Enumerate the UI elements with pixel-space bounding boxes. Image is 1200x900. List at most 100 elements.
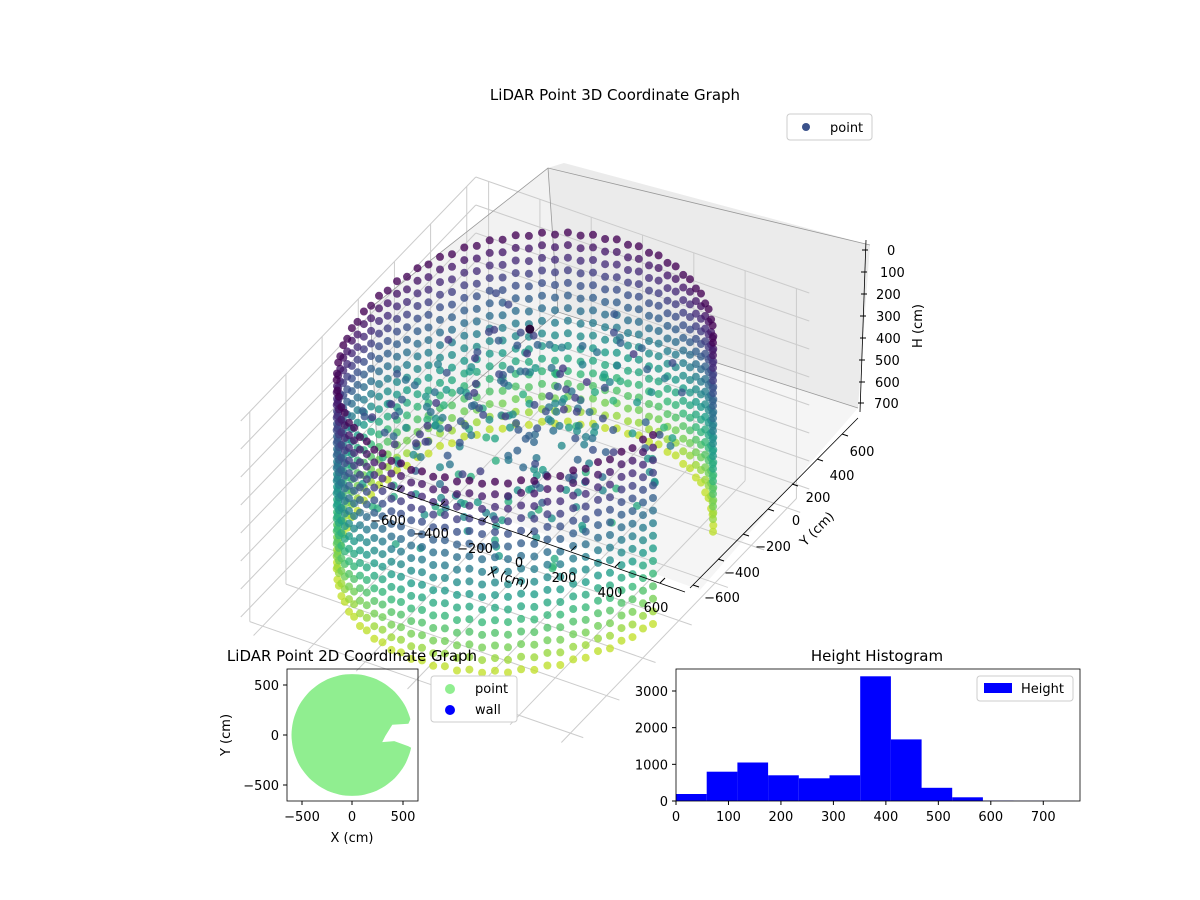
- point-marker: [655, 430, 664, 439]
- y-ticks-2d: 500 0 −500: [243, 679, 287, 794]
- point-marker: [345, 595, 353, 604]
- point-marker: [413, 264, 422, 273]
- point-marker: [403, 298, 411, 306]
- point-marker: [530, 489, 539, 498]
- point-marker: [387, 633, 396, 642]
- point-marker: [491, 515, 499, 524]
- point-marker: [606, 518, 614, 527]
- point-marker: [556, 497, 565, 506]
- point-marker: [407, 503, 416, 512]
- point-marker: [397, 459, 405, 468]
- point-marker: [524, 307, 533, 316]
- point-marker: [565, 423, 573, 432]
- point-marker: [616, 339, 625, 347]
- point-marker: [643, 365, 652, 374]
- point-marker: [543, 573, 552, 582]
- point-marker: [418, 643, 426, 652]
- point-marker: [440, 624, 449, 633]
- point-marker: [524, 408, 533, 417]
- point-marker: [429, 523, 438, 532]
- point-marker: [634, 305, 643, 314]
- point-marker: [429, 561, 438, 569]
- point-marker: [543, 535, 552, 544]
- point-marker: [370, 622, 379, 631]
- point-marker: [691, 423, 700, 432]
- point-marker: [563, 316, 572, 325]
- point-marker: [581, 477, 590, 486]
- point-marker: [448, 363, 456, 372]
- point-marker: [375, 329, 383, 338]
- point-marker: [465, 514, 474, 523]
- point-marker: [418, 467, 426, 476]
- point-marker: [513, 341, 522, 350]
- point-marker: [403, 449, 411, 458]
- point-marker: [551, 281, 559, 289]
- point-marker: [504, 542, 512, 551]
- x-axis-line: [379, 484, 686, 593]
- point-marker: [345, 456, 353, 465]
- point-marker: [578, 360, 587, 369]
- point-marker: [350, 524, 359, 533]
- point-marker: [517, 476, 526, 485]
- point-marker: [387, 620, 396, 629]
- point-marker: [359, 345, 368, 354]
- point-marker: [491, 641, 499, 650]
- point-marker: [639, 599, 647, 608]
- point-marker: [617, 472, 626, 481]
- point-marker: [617, 510, 626, 519]
- point-marker: [491, 434, 499, 443]
- point-marker: [350, 575, 359, 583]
- point-marker: [517, 539, 526, 548]
- point-marker: [594, 571, 602, 580]
- point-marker: [397, 509, 405, 518]
- point-marker: [387, 608, 396, 617]
- point-marker: [581, 489, 590, 498]
- point-marker: [569, 630, 578, 639]
- point-marker: [472, 367, 481, 376]
- y-tick-label: 200: [806, 491, 831, 506]
- point-marker: [517, 514, 526, 523]
- point-marker: [343, 360, 352, 368]
- point-marker: [691, 410, 700, 419]
- point-marker: [393, 369, 402, 378]
- point-marker: [467, 431, 476, 440]
- point-marker: [356, 483, 364, 492]
- z-ticks: 0 100 200 300 400 500 600 700 H (cm): [858, 244, 926, 412]
- point-marker: [709, 401, 717, 410]
- point-marker: [362, 513, 371, 521]
- point-marker: [440, 498, 449, 507]
- point-marker: [601, 361, 610, 369]
- point-marker: [671, 375, 680, 384]
- point-marker: [429, 548, 438, 557]
- point-marker: [413, 402, 422, 411]
- point-marker: [559, 405, 568, 414]
- point-marker: [530, 602, 539, 611]
- point-marker: [418, 555, 426, 564]
- point-marker: [378, 600, 387, 609]
- point-marker: [375, 317, 383, 325]
- point-marker: [594, 521, 602, 530]
- point-marker: [353, 330, 362, 339]
- point-marker: [413, 390, 422, 399]
- point-marker: [465, 627, 474, 636]
- point-marker: [639, 561, 647, 570]
- point-marker: [530, 665, 539, 674]
- point-marker: [495, 370, 504, 379]
- point-marker: [397, 484, 405, 493]
- point-marker: [709, 370, 718, 379]
- point-marker: [538, 304, 546, 313]
- point-marker: [409, 450, 418, 459]
- point-marker: [634, 368, 643, 377]
- point-marker: [569, 655, 578, 664]
- point-marker: [686, 401, 694, 410]
- point-marker: [453, 666, 461, 675]
- point-marker: [679, 308, 688, 317]
- point-marker: [356, 445, 364, 454]
- point-marker: [645, 425, 653, 434]
- point-marker: [654, 327, 663, 335]
- point-marker: [679, 333, 688, 342]
- point-marker: [353, 380, 362, 389]
- point-marker: [353, 368, 362, 377]
- point-marker: [424, 310, 433, 319]
